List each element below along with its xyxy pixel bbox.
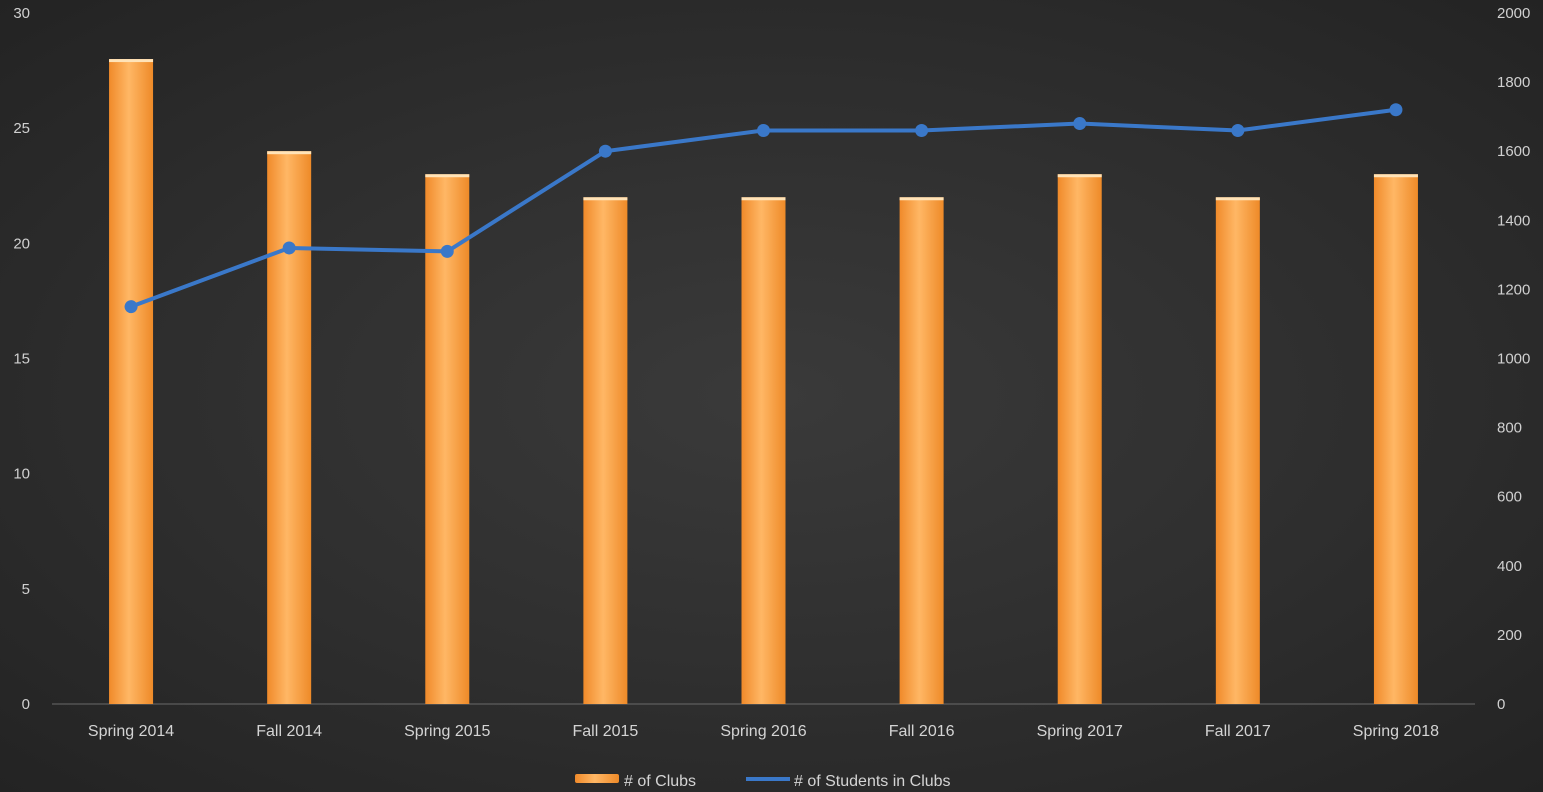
point-students bbox=[440, 244, 454, 258]
legend: # of Clubs # of Students in Clubs bbox=[575, 773, 951, 790]
point-students bbox=[757, 123, 770, 137]
bar-clubs bbox=[899, 197, 944, 704]
right-axis-ticks: 0 200 400 600 800 1000 1200 1400 1600 1800 2000 bbox=[1497, 5, 1530, 713]
bar-clubs-highlight bbox=[741, 197, 786, 201]
category-label: Fall 2016 bbox=[889, 723, 955, 740]
legend-swatch-clubs bbox=[575, 774, 619, 783]
category-label: Spring 2015 bbox=[404, 723, 490, 740]
right-tick-label: 800 bbox=[1497, 420, 1522, 437]
bar-clubs bbox=[109, 59, 154, 705]
category-label: Fall 2014 bbox=[256, 723, 322, 740]
point-students bbox=[1389, 103, 1403, 117]
left-axis-ticks: 0 5 10 15 20 25 30 bbox=[13, 5, 30, 713]
left-tick-label: 25 bbox=[13, 120, 30, 137]
bar-clubs-highlight bbox=[425, 174, 470, 178]
left-tick-label: 5 bbox=[22, 581, 30, 598]
left-tick-label: 15 bbox=[13, 351, 30, 368]
category-label: Spring 2016 bbox=[720, 723, 806, 740]
right-tick-label: 600 bbox=[1497, 489, 1522, 506]
right-tick-label: 1800 bbox=[1497, 74, 1530, 91]
bar-clubs-highlight bbox=[267, 151, 312, 155]
left-tick-label: 20 bbox=[13, 235, 30, 252]
point-students bbox=[1231, 123, 1245, 137]
left-tick-label: 10 bbox=[13, 466, 30, 483]
point-students bbox=[282, 241, 296, 255]
right-tick-label: 0 bbox=[1497, 696, 1505, 713]
left-tick-label: 0 bbox=[22, 696, 30, 713]
right-tick-label: 1000 bbox=[1497, 351, 1530, 368]
bar-clubs-highlight bbox=[583, 197, 628, 201]
bar-clubs-highlight bbox=[1057, 174, 1102, 178]
category-label: Fall 2017 bbox=[1205, 723, 1271, 740]
right-tick-label: 1600 bbox=[1497, 143, 1530, 160]
bar-clubs-highlight bbox=[1373, 174, 1418, 178]
bar-clubs-highlight bbox=[109, 59, 154, 63]
bar-clubs bbox=[741, 197, 786, 704]
bar-series-clubs bbox=[109, 59, 1418, 705]
legend-label-students: # of Students in Clubs bbox=[794, 773, 951, 790]
point-students bbox=[124, 300, 138, 314]
bar-clubs bbox=[1215, 197, 1260, 704]
left-tick-label: 30 bbox=[13, 5, 30, 22]
bar-clubs bbox=[425, 174, 470, 704]
point-students bbox=[1073, 117, 1087, 131]
category-labels: Spring 2014 Fall 2014 Spring 2015 Fall 2015… bbox=[88, 723, 1439, 740]
point-students bbox=[915, 123, 929, 137]
right-tick-label: 2000 bbox=[1497, 5, 1530, 22]
category-label: Spring 2018 bbox=[1353, 723, 1439, 740]
category-label: Spring 2017 bbox=[1037, 723, 1123, 740]
right-tick-label: 1400 bbox=[1497, 212, 1530, 229]
bar-clubs bbox=[267, 151, 312, 704]
bar-clubs bbox=[583, 197, 628, 704]
right-tick-label: 200 bbox=[1497, 627, 1522, 644]
bar-clubs-highlight bbox=[899, 197, 944, 201]
category-label: Fall 2015 bbox=[572, 723, 638, 740]
category-label: Spring 2014 bbox=[88, 723, 174, 740]
bar-clubs-highlight bbox=[1215, 197, 1260, 201]
point-students bbox=[598, 144, 612, 158]
legend-label-clubs: # of Clubs bbox=[624, 773, 696, 790]
bar-clubs bbox=[1373, 174, 1418, 704]
right-tick-label: 1200 bbox=[1497, 281, 1530, 298]
right-tick-label: 400 bbox=[1497, 558, 1522, 575]
line-series-students bbox=[124, 103, 1403, 314]
bar-clubs bbox=[1057, 174, 1102, 704]
